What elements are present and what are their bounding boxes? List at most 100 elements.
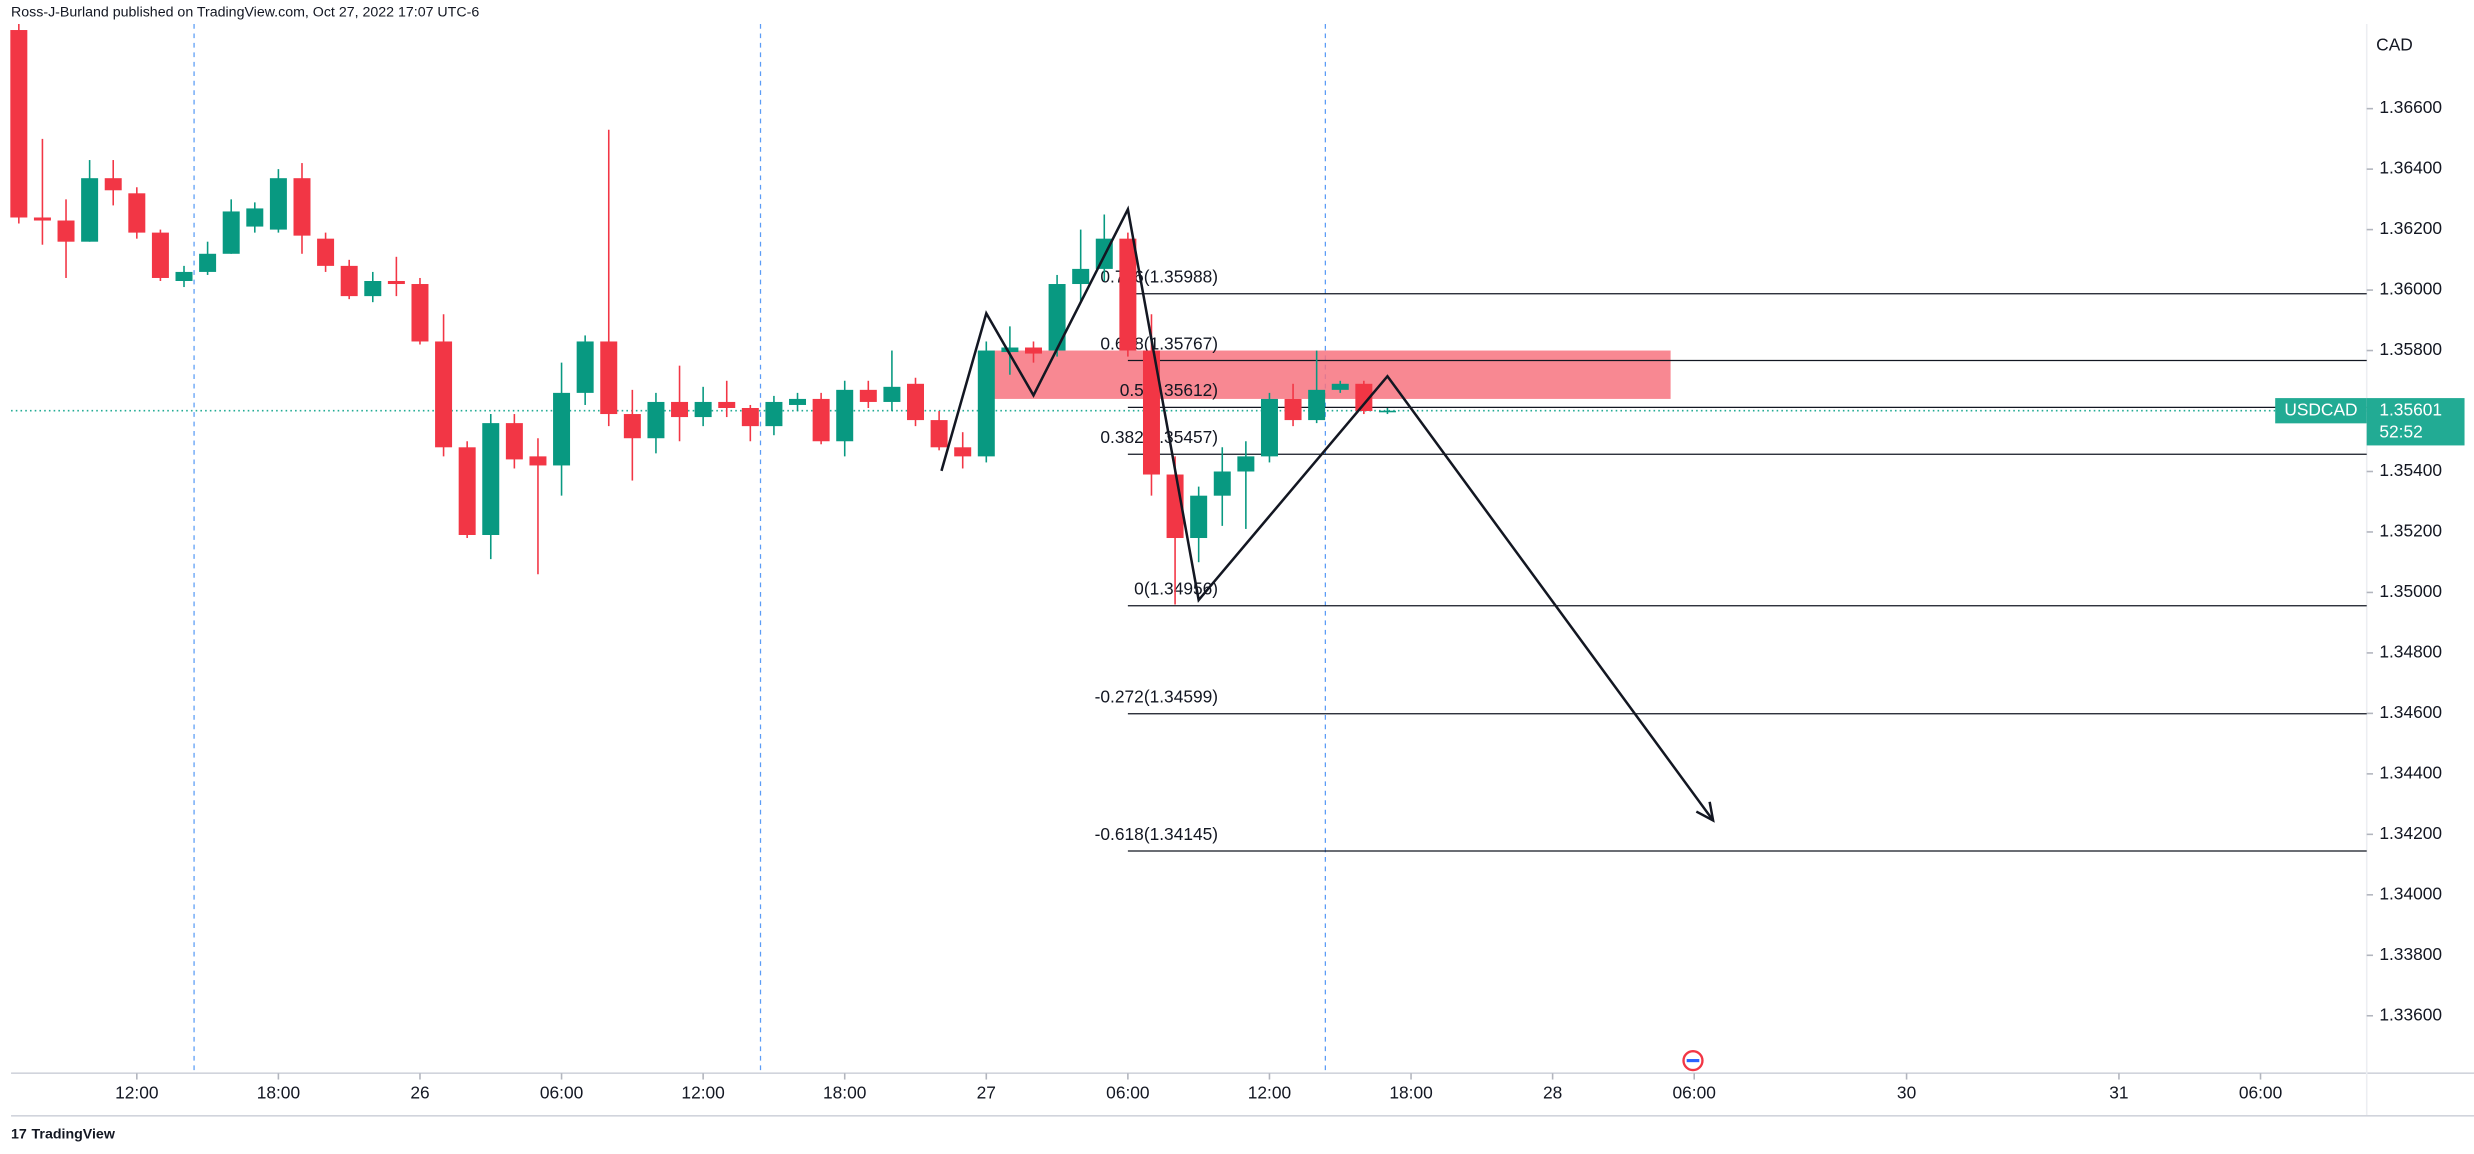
y-tick-label: 1.34600 (2379, 702, 2442, 722)
candle-body (1237, 456, 1255, 472)
candle-body (33, 217, 51, 221)
candle-body (553, 392, 571, 466)
candle-body (623, 414, 641, 439)
pattern-drawing (940, 205, 1715, 822)
y-tick-label: 1.35400 (2379, 460, 2442, 480)
candle-body (1331, 383, 1349, 390)
candle-body (1048, 284, 1066, 351)
x-tick-label: 18:00 (823, 1082, 866, 1102)
y-tick-label: 1.34000 (2379, 883, 2442, 903)
candle-body (293, 178, 311, 236)
candle-body (718, 401, 736, 408)
y-tick-label: 1.36400 (2379, 158, 2442, 178)
fib-label: -0.272(1.34599) (1095, 686, 1218, 706)
y-tick-label: 1.33800 (2379, 944, 2442, 964)
candle-body (765, 401, 783, 427)
footer-logo: TradingView (32, 1127, 116, 1143)
y-tick-label: 1.33600 (2379, 1004, 2442, 1024)
y-tick-label: 1.36200 (2379, 218, 2442, 238)
x-tick-label: 06:00 (1106, 1082, 1149, 1102)
candle-body (199, 253, 217, 272)
candle-body (435, 341, 453, 448)
x-tick-label: 12:00 (1248, 1082, 1291, 1102)
resistance-zone (993, 350, 1671, 399)
candle-body (576, 341, 594, 393)
candle-body (104, 178, 122, 191)
candle-body (57, 220, 75, 242)
arrow-head (1695, 801, 1715, 823)
candle-body (1024, 347, 1042, 354)
x-tick-label: 18:00 (1389, 1082, 1432, 1102)
x-tick-label: 12:00 (115, 1082, 158, 1102)
candle-body (1213, 471, 1231, 496)
candle-body (671, 401, 689, 418)
candle-body (10, 30, 28, 218)
y-tick-label: 1.34800 (2379, 641, 2442, 661)
y-tick-label: 1.36000 (2379, 279, 2442, 299)
x-tick-label: 12:00 (681, 1082, 724, 1102)
candle-body (1119, 238, 1137, 351)
candle-body (340, 265, 358, 297)
logo-mark: 17 (11, 1127, 27, 1143)
candle-body (1308, 389, 1326, 421)
y-tick-label: 1.36600 (2379, 97, 2442, 117)
candle-body (600, 341, 618, 415)
candle-body (1284, 398, 1302, 421)
candle-body (175, 271, 193, 281)
x-tick-label: 06:00 (2239, 1082, 2282, 1102)
price-tag (2366, 398, 2465, 446)
candle-body (81, 178, 99, 242)
candle-body (1142, 350, 1160, 475)
candle-body (411, 284, 429, 342)
candle-body (789, 398, 807, 405)
x-tick-label: 31 (2109, 1082, 2128, 1102)
y-unit: CAD (2376, 35, 2413, 55)
candle-body (977, 350, 995, 457)
candle-body (151, 232, 169, 278)
x-tick-label: 18:00 (257, 1082, 300, 1102)
fib-label: 0.786(1.35988) (1100, 266, 1218, 286)
x-tick-label: 28 (1543, 1082, 1562, 1102)
candle-body (883, 386, 901, 402)
candle-body (1190, 495, 1208, 539)
candle-body (269, 178, 287, 230)
price-tag-label: 1.35601 (2379, 399, 2442, 419)
candle-body (1260, 398, 1278, 457)
countdown-label: 52:52 (2379, 421, 2422, 441)
candle-body (694, 401, 712, 418)
x-tick-label: 26 (410, 1082, 429, 1102)
candle-body (859, 389, 877, 402)
symbol-tag-label: USDCAD (2284, 399, 2357, 419)
y-tick-label: 1.34400 (2379, 762, 2442, 782)
candle-body (222, 211, 240, 254)
header: Ross-J-Burland published on TradingView.… (11, 5, 479, 21)
y-tick-label: 1.34200 (2379, 823, 2442, 843)
candle-body (1378, 410, 1396, 413)
y-tick-label: 1.35200 (2379, 521, 2442, 541)
fib-label: 0(1.34956) (1134, 579, 1218, 599)
candle-body (246, 208, 264, 227)
candle-body (317, 238, 335, 266)
fib-label: 0.5(1.35612) (1120, 380, 1218, 400)
x-tick-label: 30 (1897, 1082, 1916, 1102)
candle-body (128, 193, 146, 233)
candle-body (1355, 383, 1373, 412)
symbol-tag (2275, 398, 2367, 424)
candle-body (1001, 347, 1019, 353)
candle-body (529, 456, 547, 466)
candle-body (930, 420, 948, 448)
candle-body (907, 383, 925, 421)
fib-label: 0.618(1.35767) (1100, 333, 1218, 353)
fib-label: -0.618(1.34145) (1095, 824, 1218, 844)
y-tick-label: 1.35000 (2379, 581, 2442, 601)
candle-body (1072, 268, 1090, 285)
x-tick-label: 06:00 (1672, 1082, 1715, 1102)
candle-body (482, 423, 500, 535)
y-tick-label: 1.35800 (2379, 339, 2442, 359)
candle-body (741, 407, 759, 427)
candle-body (836, 389, 854, 442)
candle-body (458, 447, 476, 535)
